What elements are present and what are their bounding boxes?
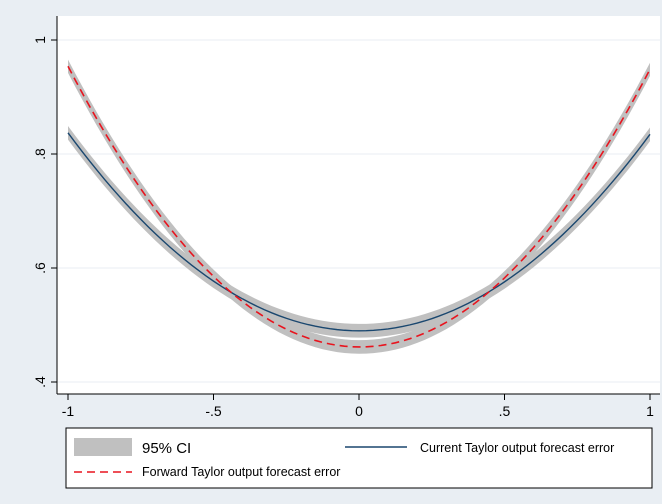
legend-forward-label: Forward Taylor output forecast error xyxy=(142,465,340,479)
x-tick-label: 0 xyxy=(355,403,363,419)
y-tick-label: .8 xyxy=(32,148,48,160)
ci-band-forward xyxy=(68,59,650,354)
x-tick-label: 1 xyxy=(646,403,654,419)
series-line-forward xyxy=(67,65,651,348)
y-tick-label: 1 xyxy=(32,36,48,44)
legend-ci-swatch xyxy=(74,438,132,456)
series-lines xyxy=(67,65,651,348)
x-tick-label: .5 xyxy=(499,403,511,419)
legend-ci-label: 95% CI xyxy=(142,440,191,457)
y-tick-label: .6 xyxy=(32,262,48,274)
x-tick-label: -.5 xyxy=(205,403,222,419)
ci-band-current xyxy=(68,126,650,338)
y-axis-ticks: .4 .6 .8 1 xyxy=(32,36,57,388)
x-axis-ticks: -1 -.5 0 .5 1 xyxy=(62,394,654,419)
ci-bands xyxy=(68,59,650,354)
grid xyxy=(57,39,660,383)
x-tick-label: -1 xyxy=(62,403,75,419)
series-line-current xyxy=(67,132,651,332)
y-tick-label: .4 xyxy=(32,376,48,388)
legend-current-label: Current Taylor output forecast error xyxy=(420,441,614,455)
legend-box xyxy=(65,427,653,489)
legend: 95% CI Current Taylor output forecast er… xyxy=(65,427,653,489)
